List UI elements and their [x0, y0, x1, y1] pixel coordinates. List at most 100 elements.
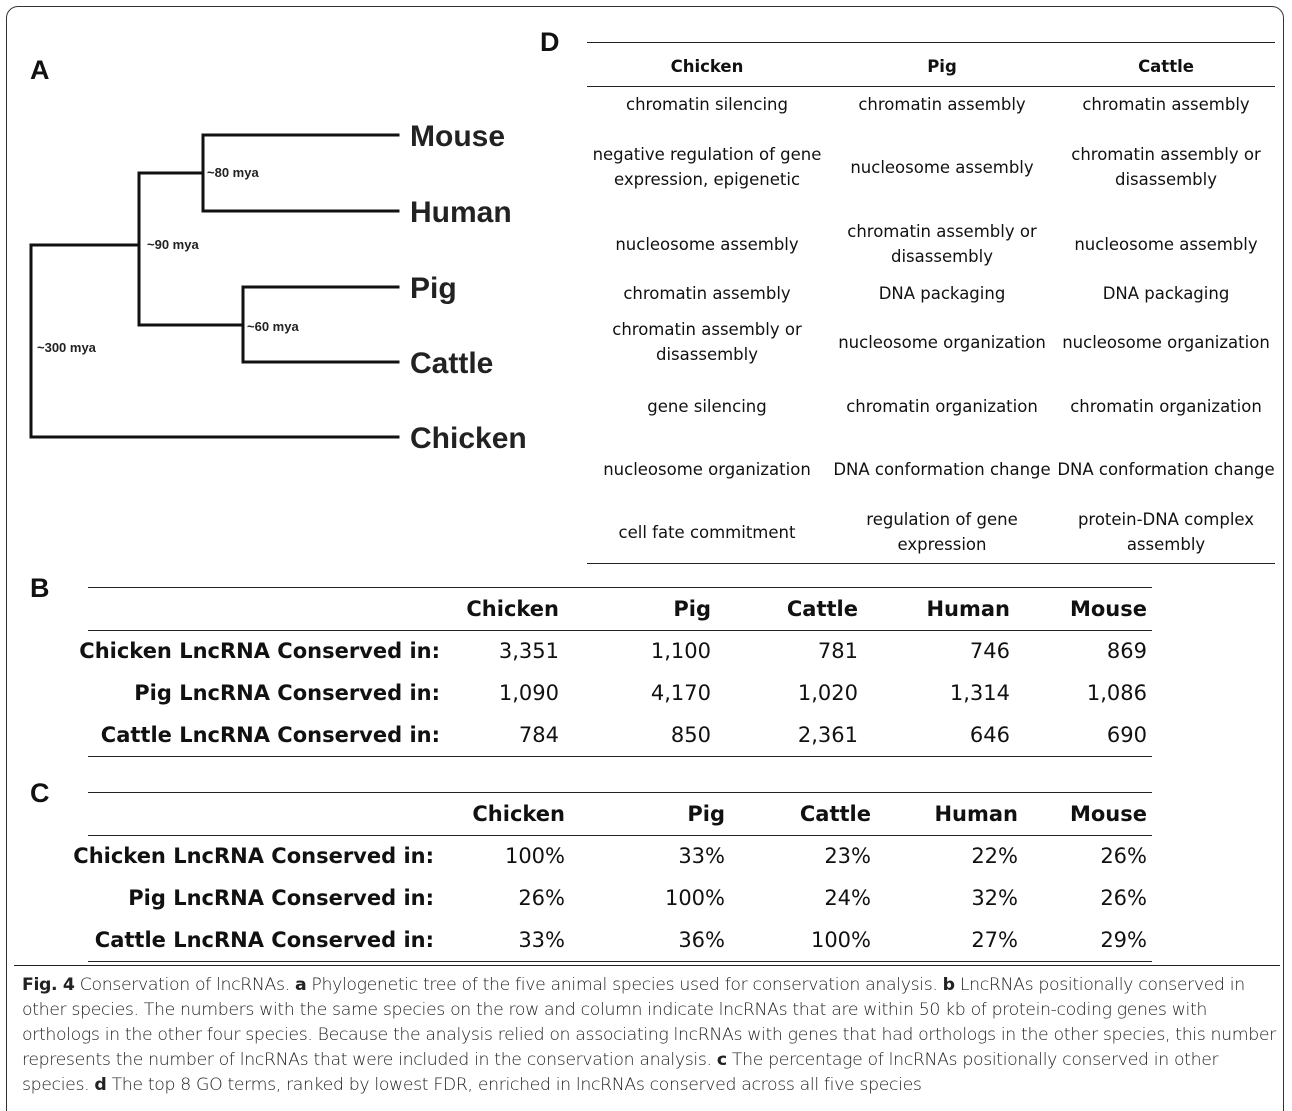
caption-letter: b	[942, 975, 955, 995]
table-cell: DNA packaging	[1102, 283, 1230, 303]
table-cell: DNA conformation change	[833, 459, 1051, 479]
row-label: Cattle LncRNA Conserved in:	[94, 928, 434, 952]
table-rule	[88, 630, 1152, 631]
table-cell: chromatin assembly	[1082, 94, 1250, 114]
table-cell: chromatin assembly or disassembly	[1071, 145, 1261, 189]
table-rule	[88, 961, 1152, 962]
species-label: Pig	[410, 272, 457, 305]
table-cell: 100%	[810, 928, 871, 952]
figure-caption: Fig. 4 Conservation of lncRNAs. a Phylog…	[22, 973, 1280, 1098]
caption-text: The top 8 GO terms, ranked by lowest FDR…	[111, 1075, 922, 1095]
table-cell: 1,086	[1086, 681, 1147, 705]
table-cell: DNA packaging	[878, 283, 1006, 303]
table-cell: chromatin organization	[1070, 396, 1262, 416]
table-cell: 26%	[1100, 886, 1147, 910]
table-cell: 1,314	[949, 681, 1010, 705]
column-header: Cattle	[1138, 56, 1194, 76]
table-cell: chromatin assembly or disassembly	[612, 320, 802, 364]
column-header: Mouse	[1069, 597, 1147, 621]
panel-label: C	[30, 778, 50, 808]
divergence-label: ~90 mya	[147, 237, 199, 252]
caption-rule	[14, 965, 1280, 966]
table-cell: 23%	[824, 844, 871, 868]
caption-text: Phylogenetic tree of the five animal spe…	[311, 975, 938, 995]
table-cell: 869	[1106, 639, 1147, 663]
table-cell: 26%	[1100, 844, 1147, 868]
table-rule	[587, 563, 1275, 564]
column-header: Mouse	[1069, 802, 1147, 826]
column-header: Chicken	[472, 802, 565, 826]
table-cell: 32%	[971, 886, 1018, 910]
table-cell: 3,351	[498, 639, 559, 663]
table-cell: 22%	[971, 844, 1018, 868]
table-cell: nucleosome organization	[838, 332, 1046, 352]
table-cell: 2,361	[797, 723, 858, 747]
column-header: Chicken	[466, 597, 559, 621]
table-cell: nucleosome assembly	[615, 234, 799, 254]
species-label: Human	[410, 196, 512, 229]
table-cell: regulation of gene expression	[866, 510, 1018, 554]
caption-letter: a	[294, 975, 307, 995]
column-header: Pig	[687, 802, 725, 826]
table-cell: 1,020	[797, 681, 858, 705]
caption-text: LncRNAs positionally conserved in other …	[22, 975, 1276, 1070]
table-cell: 1,100	[650, 639, 711, 663]
divergence-label: ~80 mya	[207, 165, 259, 180]
column-header: Pig	[673, 597, 711, 621]
phylogenetic-tree: Mouse Human Pig Cattle Chicken ~80 mya ~90 mya…	[29, 120, 527, 455]
table-cell: chromatin assembly	[623, 283, 791, 303]
table-cell: 36%	[678, 928, 725, 952]
table-cell: protein-DNA complex assembly	[1077, 510, 1255, 554]
row-label: Pig LncRNA Conserved in:	[128, 886, 434, 910]
species-label: Mouse	[410, 120, 505, 153]
table-rule	[88, 756, 1152, 757]
table-rule	[587, 86, 1275, 87]
species-label: Cattle	[410, 347, 493, 380]
table-cell: nucleosome assembly	[850, 157, 1034, 177]
table-cell: 690	[1106, 723, 1147, 747]
table-cell: 850	[670, 723, 711, 747]
table-cell: 24%	[824, 886, 871, 910]
caption-text: The percentage of lncRNAs positionally c…	[22, 1050, 1219, 1095]
table-rule	[587, 42, 1275, 43]
figure-frame	[6, 6, 1284, 1111]
table-cell: 27%	[971, 928, 1018, 952]
table-cell: 784	[518, 723, 559, 747]
table-cell: 746	[969, 639, 1010, 663]
caption-title: Conservation of lncRNAs.	[79, 975, 290, 995]
table-cell: gene silencing	[647, 396, 767, 416]
divergence-label: ~300 mya	[37, 340, 97, 355]
column-header: Human	[934, 802, 1018, 826]
caption-letter: d	[94, 1075, 107, 1095]
table-cell: nucleosome organization	[1062, 332, 1270, 352]
species-label: Chicken	[410, 422, 527, 455]
column-header: Cattle	[799, 802, 871, 826]
row-label: Cattle LncRNA Conserved in:	[100, 723, 440, 747]
table-cell: nucleosome assembly	[1074, 234, 1258, 254]
table-cell: chromatin organization	[846, 396, 1038, 416]
table-cell: 33%	[678, 844, 725, 868]
table-rule	[88, 792, 1152, 793]
table-cell: 100%	[504, 844, 565, 868]
table-cell: DNA conformation change	[1057, 459, 1275, 479]
table-cell: 646	[969, 723, 1010, 747]
caption-letter: c	[716, 1050, 727, 1070]
table-cell: 781	[817, 639, 858, 663]
row-label: Chicken LncRNA Conserved in:	[73, 844, 434, 868]
panel-label: A	[30, 55, 50, 85]
table-cell: 1,090	[498, 681, 559, 705]
table-cell: 26%	[518, 886, 565, 910]
table-cell: 29%	[1100, 928, 1147, 952]
table-cell: nucleosome organization	[603, 459, 811, 479]
column-header: Human	[926, 597, 1010, 621]
divergence-label: ~60 mya	[247, 319, 299, 334]
table-rule	[88, 835, 1152, 836]
panel-label: B	[30, 573, 50, 603]
table-cell: 33%	[518, 928, 565, 952]
table-cell: cell fate commitment	[618, 522, 796, 542]
column-header: Pig	[927, 56, 957, 76]
table-cell: chromatin assembly or disassembly	[847, 222, 1037, 266]
column-header: Chicken	[670, 56, 744, 76]
figure-number: Fig. 4	[22, 975, 75, 995]
row-label: Pig LncRNA Conserved in:	[134, 681, 440, 705]
